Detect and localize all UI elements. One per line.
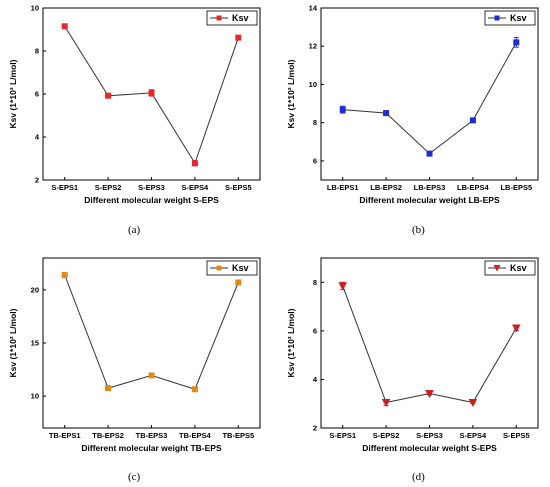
data-point [61,23,68,30]
legend-box [206,10,258,26]
y-tick-label: 2 [35,176,39,185]
legend-marker [216,15,222,21]
legend-marker [216,265,222,271]
data-point [513,39,520,46]
plot-frame [42,257,261,429]
legend-box [484,10,536,26]
y-tick-label: 20 [31,285,39,294]
x-tick-label: LB-EPS5 [500,183,532,192]
y-tick-label: 10 [309,80,317,89]
x-tick-label: S-EPS1 [329,431,356,440]
legend-box [206,260,258,276]
y-tick-label: 15 [31,339,39,348]
chart-panel-b: 6 8 10 12 14 LB-EPS1 LB-EPS2 LB-EPS3 LB-EPS4 LB-E… [278,0,550,215]
x-axis-label: Different molecular weight LB-EPS [359,195,500,205]
data-point [425,390,434,399]
y-tick-label: 8 [313,118,317,127]
y-axis-label: Ksv (1*10³ L/mol) [286,59,296,128]
x-tick-label: LB-EPS2 [370,183,402,192]
series-line [342,42,517,155]
x-axis-label: Different molecular weight S-EPS [362,443,497,453]
x-tick-label: S-EPS1 [51,183,78,192]
y-tick-label: 10 [31,4,39,13]
legend-marker [493,265,501,272]
y-tick-label: 6 [313,156,317,165]
x-axis-label: Different molecular weight S-EPS [84,195,219,205]
chart-panel-d: 2 4 6 8 S-EPS1 S-EPS2 S-EPS3 S-EPS4 S-EPS5 Differ… [278,248,550,463]
chart-svg: 10 15 20 TB-EPS1 TB-EPS2 TB-EPS3 TB-EPS4 TB-EPS… [8,257,261,453]
data-point [469,117,476,124]
series-line [64,274,239,390]
x-tick-label: S-EPS5 [503,431,530,440]
chart-svg: 2 4 6 8 S-EPS1 S-EPS2 S-EPS3 S-EPS4 S-EPS5 Differ… [286,257,539,453]
data-point [105,92,112,99]
plot-frame [320,257,539,429]
x-tick-label: LB-EPS1 [327,183,359,192]
legend-label: Ksv [510,263,527,273]
chart-panel-c: 10 15 20 TB-EPS1 TB-EPS2 TB-EPS3 TB-EPS4 TB-EPS… [0,248,270,463]
chart-svg: 6 8 10 12 14 LB-EPS1 LB-EPS2 LB-EPS3 LB-EPS4 LB-E… [286,4,539,205]
x-tick-label: S-EPS5 [225,183,252,192]
data-point [191,160,198,167]
y-axis-label: Ksv (1*10³ L/mol) [8,308,18,377]
x-axis-label: Different molecular weight TB-EPS [81,443,222,453]
y-axis-label: Ksv (1*10³ L/mol) [8,59,18,128]
caption-b: (b) [412,224,425,236]
data-point [468,399,478,408]
data-point [235,34,242,41]
x-tick-label: S-EPS3 [138,183,165,192]
chart-panel-a: 2 4 6 8 10 S-EPS1 S-EPS2 S-EPS3 S-EPS4 S-EPS5 Diff… [0,0,270,215]
data-point [191,386,198,393]
data-point [426,150,433,157]
data-point [148,89,155,96]
data-point [383,110,390,117]
y-tick-label: 6 [35,90,39,99]
data-point [61,272,68,278]
y-tick-label: 10 [31,392,39,401]
legend-box [484,260,536,276]
y-tick-label: 6 [313,326,317,335]
chart-svg: 2 4 6 8 10 S-EPS1 S-EPS2 S-EPS3 S-EPS4 S-EPS5 Diff… [8,4,261,205]
y-tick-label: 14 [309,4,318,13]
y-tick-label: 12 [309,42,317,51]
y-tick-label: 4 [313,375,318,384]
legend-label: Ksv [232,13,249,23]
caption-a: (a) [128,224,141,236]
x-tick-label: TB-EPS5 [222,431,254,440]
legend-marker [494,15,500,21]
caption-c: (c) [128,471,141,483]
x-tick-label: S-EPS4 [182,183,210,192]
x-tick-label: S-EPS2 [95,183,122,192]
x-tick-label: TB-EPS1 [49,431,81,440]
data-point [148,372,155,379]
x-tick-label: TB-EPS3 [136,431,168,440]
data-point [235,279,242,286]
legend-label: Ksv [510,13,527,23]
x-tick-label: S-EPS4 [460,431,488,440]
legend-label: Ksv [232,263,249,273]
data-point [339,106,346,113]
x-tick-label: LB-EPS4 [457,183,490,192]
x-tick-label: S-EPS2 [373,431,400,440]
x-tick-label: LB-EPS3 [414,183,446,192]
y-tick-label: 2 [313,424,317,433]
y-tick-label: 8 [313,278,317,287]
data-point [511,324,521,333]
data-point [105,385,112,392]
y-tick-label: 8 [35,47,39,56]
series-line [342,285,517,404]
data-point [338,282,348,291]
caption-d: (d) [412,471,425,483]
x-tick-label: TB-EPS2 [92,431,124,440]
data-point [381,399,391,408]
x-tick-label: S-EPS3 [416,431,443,440]
y-axis-label: Ksv (1*10³ L/mol) [286,308,296,377]
x-tick-label: TB-EPS4 [179,431,212,440]
y-tick-label: 4 [35,133,40,142]
